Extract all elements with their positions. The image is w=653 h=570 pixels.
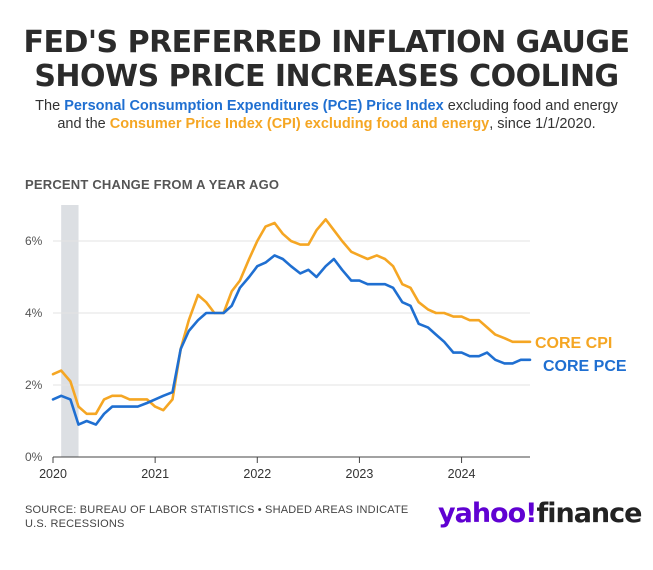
title-line-1: FED'S PREFERRED INFLATION GAUGE — [23, 25, 630, 60]
x-tick-label: 2023 — [346, 467, 374, 481]
subtitle-cpi-name: Consumer Price Index (CPI) excluding foo… — [109, 116, 490, 132]
x-tick-label: 2022 — [243, 467, 271, 481]
subtitle-part-3: , since 1/1/2020. — [489, 116, 596, 132]
x-tick-label: 2024 — [448, 467, 476, 481]
x-tick-label: 2021 — [141, 467, 169, 481]
series-label-core-pce: CORE PCE — [543, 358, 627, 375]
subtitle-part-1: The — [35, 98, 65, 114]
series-line-core-pce — [51, 254, 532, 426]
subtitle-part-2: excluding food and energy and the — [57, 98, 618, 132]
chart-subtitle: The Personal Consumption Expenditures (P… — [30, 97, 623, 133]
x-tick-label: 2020 — [39, 467, 67, 481]
y-axis-title: PERCENT CHANGE FROM A YEAR AGO — [25, 177, 280, 192]
logo-finance: finance — [536, 498, 642, 529]
y-tick-label: 4% — [25, 306, 43, 320]
title-line-2: SHOWS PRICE INCREASES COOLING — [34, 59, 619, 94]
logo-exclamation: ! — [525, 498, 537, 529]
yahoo-finance-logo: yahoo!finance — [438, 498, 642, 529]
line-chart: 0% 2% 4% 6% 2020 2021 2022 2023 2024 CORE CPI CORE… — [25, 205, 627, 481]
y-tick-label: 6% — [25, 234, 43, 248]
logo-yahoo: yahoo — [438, 498, 526, 529]
y-tick-label: 0% — [25, 450, 43, 464]
series-line-core-cpi — [51, 218, 532, 416]
subtitle-pce-name: Personal Consumption Expenditures (PCE) … — [64, 98, 444, 114]
chart-title: FED'S PREFERRED INFLATION GAUGE SHOWS PR… — [0, 26, 653, 94]
series-label-core-cpi: CORE CPI — [535, 335, 612, 352]
y-tick-label: 2% — [25, 378, 43, 392]
source-note: SOURCE: BUREAU OF LABOR STATISTICS • SHA… — [25, 504, 409, 530]
